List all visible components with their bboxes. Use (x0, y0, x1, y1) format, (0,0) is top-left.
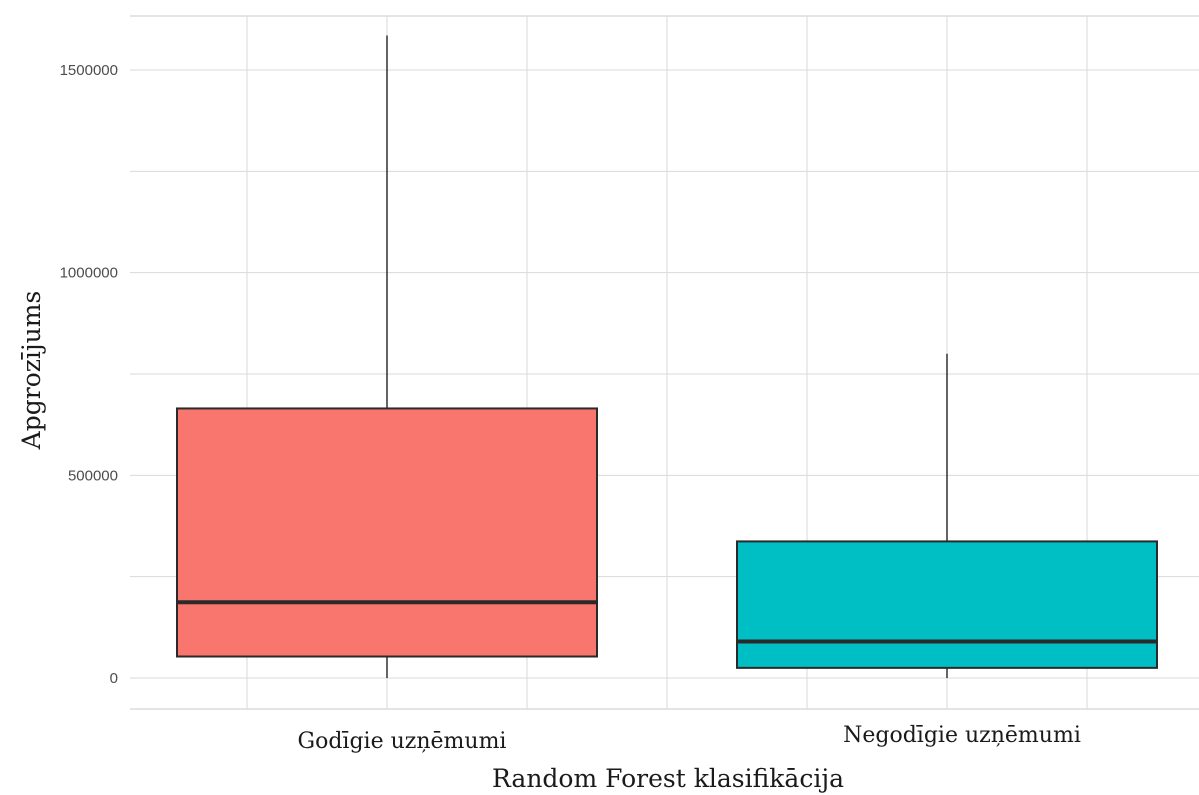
x-axis-title: Random Forest klasifikācija (492, 764, 844, 793)
x-tick-label: Godīgie uzņēmumi (298, 729, 507, 754)
y-tick-label: 1000000 (60, 265, 118, 282)
x-axis-ticks: Godīgie uzņēmumi Negodīgie uzņēmumi (298, 723, 1081, 754)
x-tick-label: Negodīgie uzņēmumi (843, 723, 1081, 748)
box-1 (176, 35, 598, 678)
y-tick-label: 500000 (68, 467, 118, 484)
box-2 (736, 353, 1158, 678)
y-tick-label: 0 (110, 670, 118, 687)
iqr-box (736, 540, 1158, 669)
y-axis-ticks: 0 500000 1000000 1500000 (60, 62, 118, 687)
iqr-box (176, 407, 598, 658)
y-tick-label: 1500000 (60, 62, 118, 79)
box-layer (176, 35, 1158, 678)
y-axis-title: Apgrozījums (17, 291, 46, 451)
